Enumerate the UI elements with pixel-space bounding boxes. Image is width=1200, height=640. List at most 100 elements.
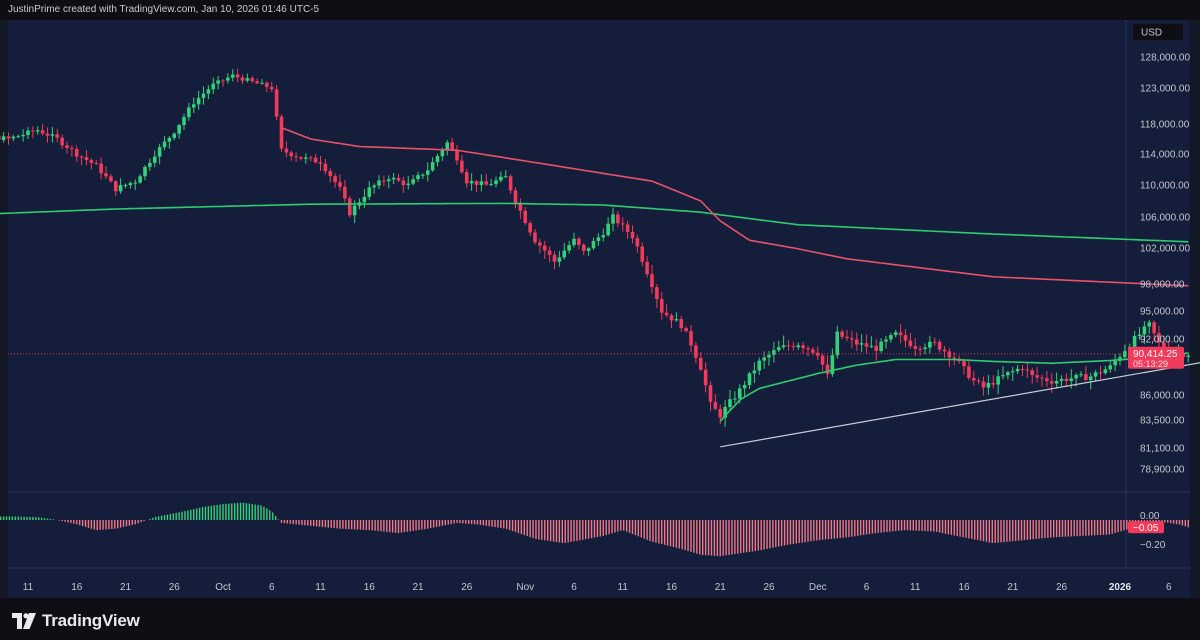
candle-body (60, 137, 64, 146)
candle-body (659, 299, 664, 313)
price-tick-label: 98,000.00 (1140, 280, 1185, 291)
oscillator-tick-label: 0.00 (1140, 511, 1160, 522)
candle-body (1093, 372, 1098, 377)
candle-body (752, 370, 757, 374)
candle-body (650, 274, 654, 288)
candle-body (762, 357, 766, 361)
candle-body (138, 176, 142, 183)
candle-body (1035, 375, 1039, 378)
candle-body (74, 149, 79, 157)
candle-body (421, 174, 425, 176)
candle-body (133, 182, 138, 184)
candle-body (932, 341, 937, 343)
time-tick-label: Nov (516, 582, 534, 593)
candle-body (162, 141, 167, 148)
candle-body (757, 360, 762, 371)
candle-body (328, 171, 333, 177)
candle-body (284, 148, 289, 153)
candle-body (737, 388, 742, 399)
tradingview-brand[interactable]: TradingView (12, 611, 140, 631)
moving-average-line-1 (0, 202, 1189, 243)
candle-body (601, 235, 606, 238)
candle-body (572, 238, 576, 246)
candle-body (845, 336, 849, 339)
candle-body (786, 345, 791, 347)
candle-body (733, 398, 737, 400)
candle-body (776, 347, 781, 351)
time-tick-label: 26 (1056, 582, 1068, 593)
candle-body (45, 133, 50, 136)
candle-body (581, 244, 586, 251)
candle-body (313, 157, 318, 163)
candle-body (274, 89, 279, 117)
candle-body (474, 181, 479, 185)
candle-body (1049, 381, 1054, 384)
candle-body (1108, 365, 1113, 370)
candle-body (425, 170, 430, 175)
candle-body (523, 210, 528, 224)
candle-body (187, 107, 191, 118)
candle-body (450, 142, 454, 150)
candle-body (167, 137, 172, 142)
candle-body (962, 361, 966, 367)
candle-body (455, 149, 459, 161)
candle-body (469, 181, 474, 184)
candle-body (586, 248, 591, 251)
candle-body (323, 163, 328, 172)
support-trendline[interactable] (720, 361, 1200, 448)
candle-body (21, 134, 25, 137)
candle-body (216, 80, 220, 84)
candle-body (1030, 370, 1035, 376)
candle-body (952, 357, 957, 359)
candle-body (893, 332, 898, 336)
candle-body (445, 142, 450, 151)
last-price-badge (1128, 346, 1184, 369)
price-tick-label: 128,000.00 (1140, 53, 1190, 64)
time-tick-label: 11 (618, 582, 629, 593)
candle-body (230, 74, 235, 78)
footer-bar (0, 598, 1200, 640)
candle-body (265, 82, 269, 87)
candle-body (967, 366, 971, 378)
candle-body (533, 232, 537, 243)
currency-badge[interactable] (1133, 24, 1183, 40)
candle-body (104, 173, 108, 177)
price-tick-label: 102,000.00 (1140, 244, 1190, 255)
candle-body (157, 147, 162, 157)
last-price-label: 90,414.25 (1133, 349, 1178, 360)
candle-body (567, 245, 571, 251)
candle-body (918, 348, 922, 350)
candle-body (884, 339, 888, 342)
candle-body (172, 133, 177, 138)
currency-label: USD (1141, 28, 1162, 39)
time-tick-label: 16 (71, 582, 83, 593)
candle-body (1015, 368, 1020, 372)
candle-body (260, 82, 264, 84)
candle-body (494, 180, 498, 185)
bar-countdown-label: 05:13:29 (1133, 359, 1168, 369)
candle-body (713, 401, 718, 409)
candle-body (703, 369, 708, 386)
candle-body (577, 238, 581, 245)
candle-body (250, 78, 255, 82)
candle-body (1084, 374, 1088, 380)
candle-body (698, 357, 703, 370)
candle-body (1006, 372, 1010, 376)
candle-body (16, 136, 21, 138)
moving-average-line-2 (281, 127, 1189, 287)
candle-body (903, 335, 908, 341)
price-tick-label: 81,100.00 (1140, 444, 1185, 455)
candle-body (367, 187, 372, 197)
candle-body (182, 117, 186, 126)
candle-body (269, 86, 274, 90)
time-tick-label: 6 (864, 582, 870, 593)
price-tick-label: 92,000.00 (1140, 335, 1185, 346)
candle-body (513, 190, 518, 204)
candle-body (464, 172, 469, 184)
candle-body (240, 77, 245, 81)
candle-body (854, 339, 859, 345)
candle-body (1074, 374, 1078, 379)
candle-body (211, 83, 216, 90)
time-tick-label: 11 (910, 582, 921, 593)
